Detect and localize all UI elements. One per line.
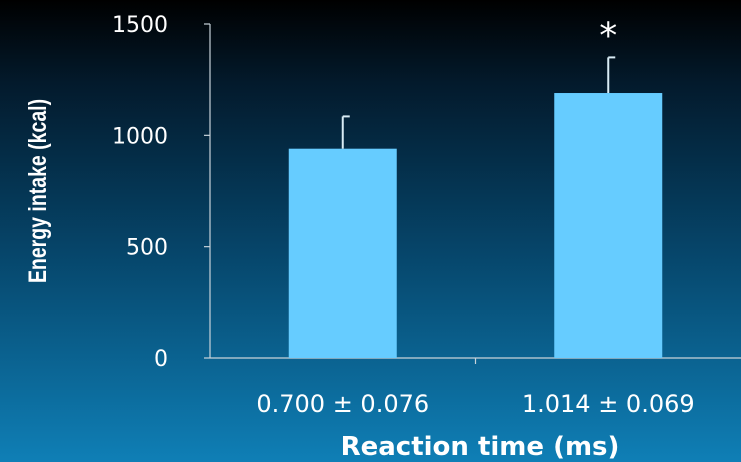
y-tick-label: 500: [126, 236, 168, 261]
y-ticks: 0 500 1000 1500: [112, 13, 210, 372]
bar: [554, 93, 663, 358]
x-axis-label: Reaction time (ms): [341, 432, 620, 462]
bar: [288, 148, 397, 358]
x-category-label: 1.014 ± 0.069: [522, 390, 695, 418]
y-tick-label: 1000: [112, 124, 168, 149]
x-ticks: 0.700 ± 0.076 1.014 ± 0.069: [256, 358, 695, 418]
significance-marker: *: [599, 15, 617, 56]
bars: *: [288, 15, 663, 358]
y-axis-label: Energy intake (kcal): [24, 99, 52, 283]
x-category-label: 0.700 ± 0.076: [256, 390, 429, 418]
y-tick-label: 1500: [112, 13, 168, 38]
y-tick-label: 0: [154, 347, 168, 372]
